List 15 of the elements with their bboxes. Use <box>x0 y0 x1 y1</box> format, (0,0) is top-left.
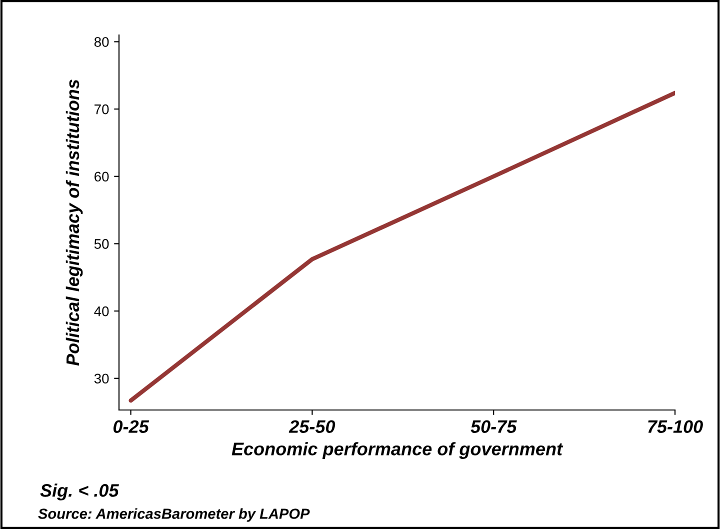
y-tick-label: 60 <box>94 172 109 182</box>
x-tick-label: 75-100 <box>648 420 703 433</box>
line-series <box>128 90 675 403</box>
x-tick-label: 0-25 <box>113 420 150 433</box>
y-axis-title: Political legitimacy of institutions <box>66 80 83 366</box>
y-tick-label: 50 <box>94 239 109 249</box>
y-tick-label: 40 <box>94 306 109 316</box>
x-axis-title: Economic performance of government <box>232 442 564 459</box>
x-tick-label: 50-75 <box>470 420 517 433</box>
source-note: Source: AmericasBarometer by LAPOP <box>38 508 310 522</box>
y-tick-label: 80 <box>94 37 109 47</box>
y-tick-label: 70 <box>94 104 109 114</box>
x-tick-label: 25-50 <box>288 420 336 433</box>
y-tick-label: 30 <box>94 374 109 384</box>
text: Sig. < .05 <box>40 484 119 500</box>
